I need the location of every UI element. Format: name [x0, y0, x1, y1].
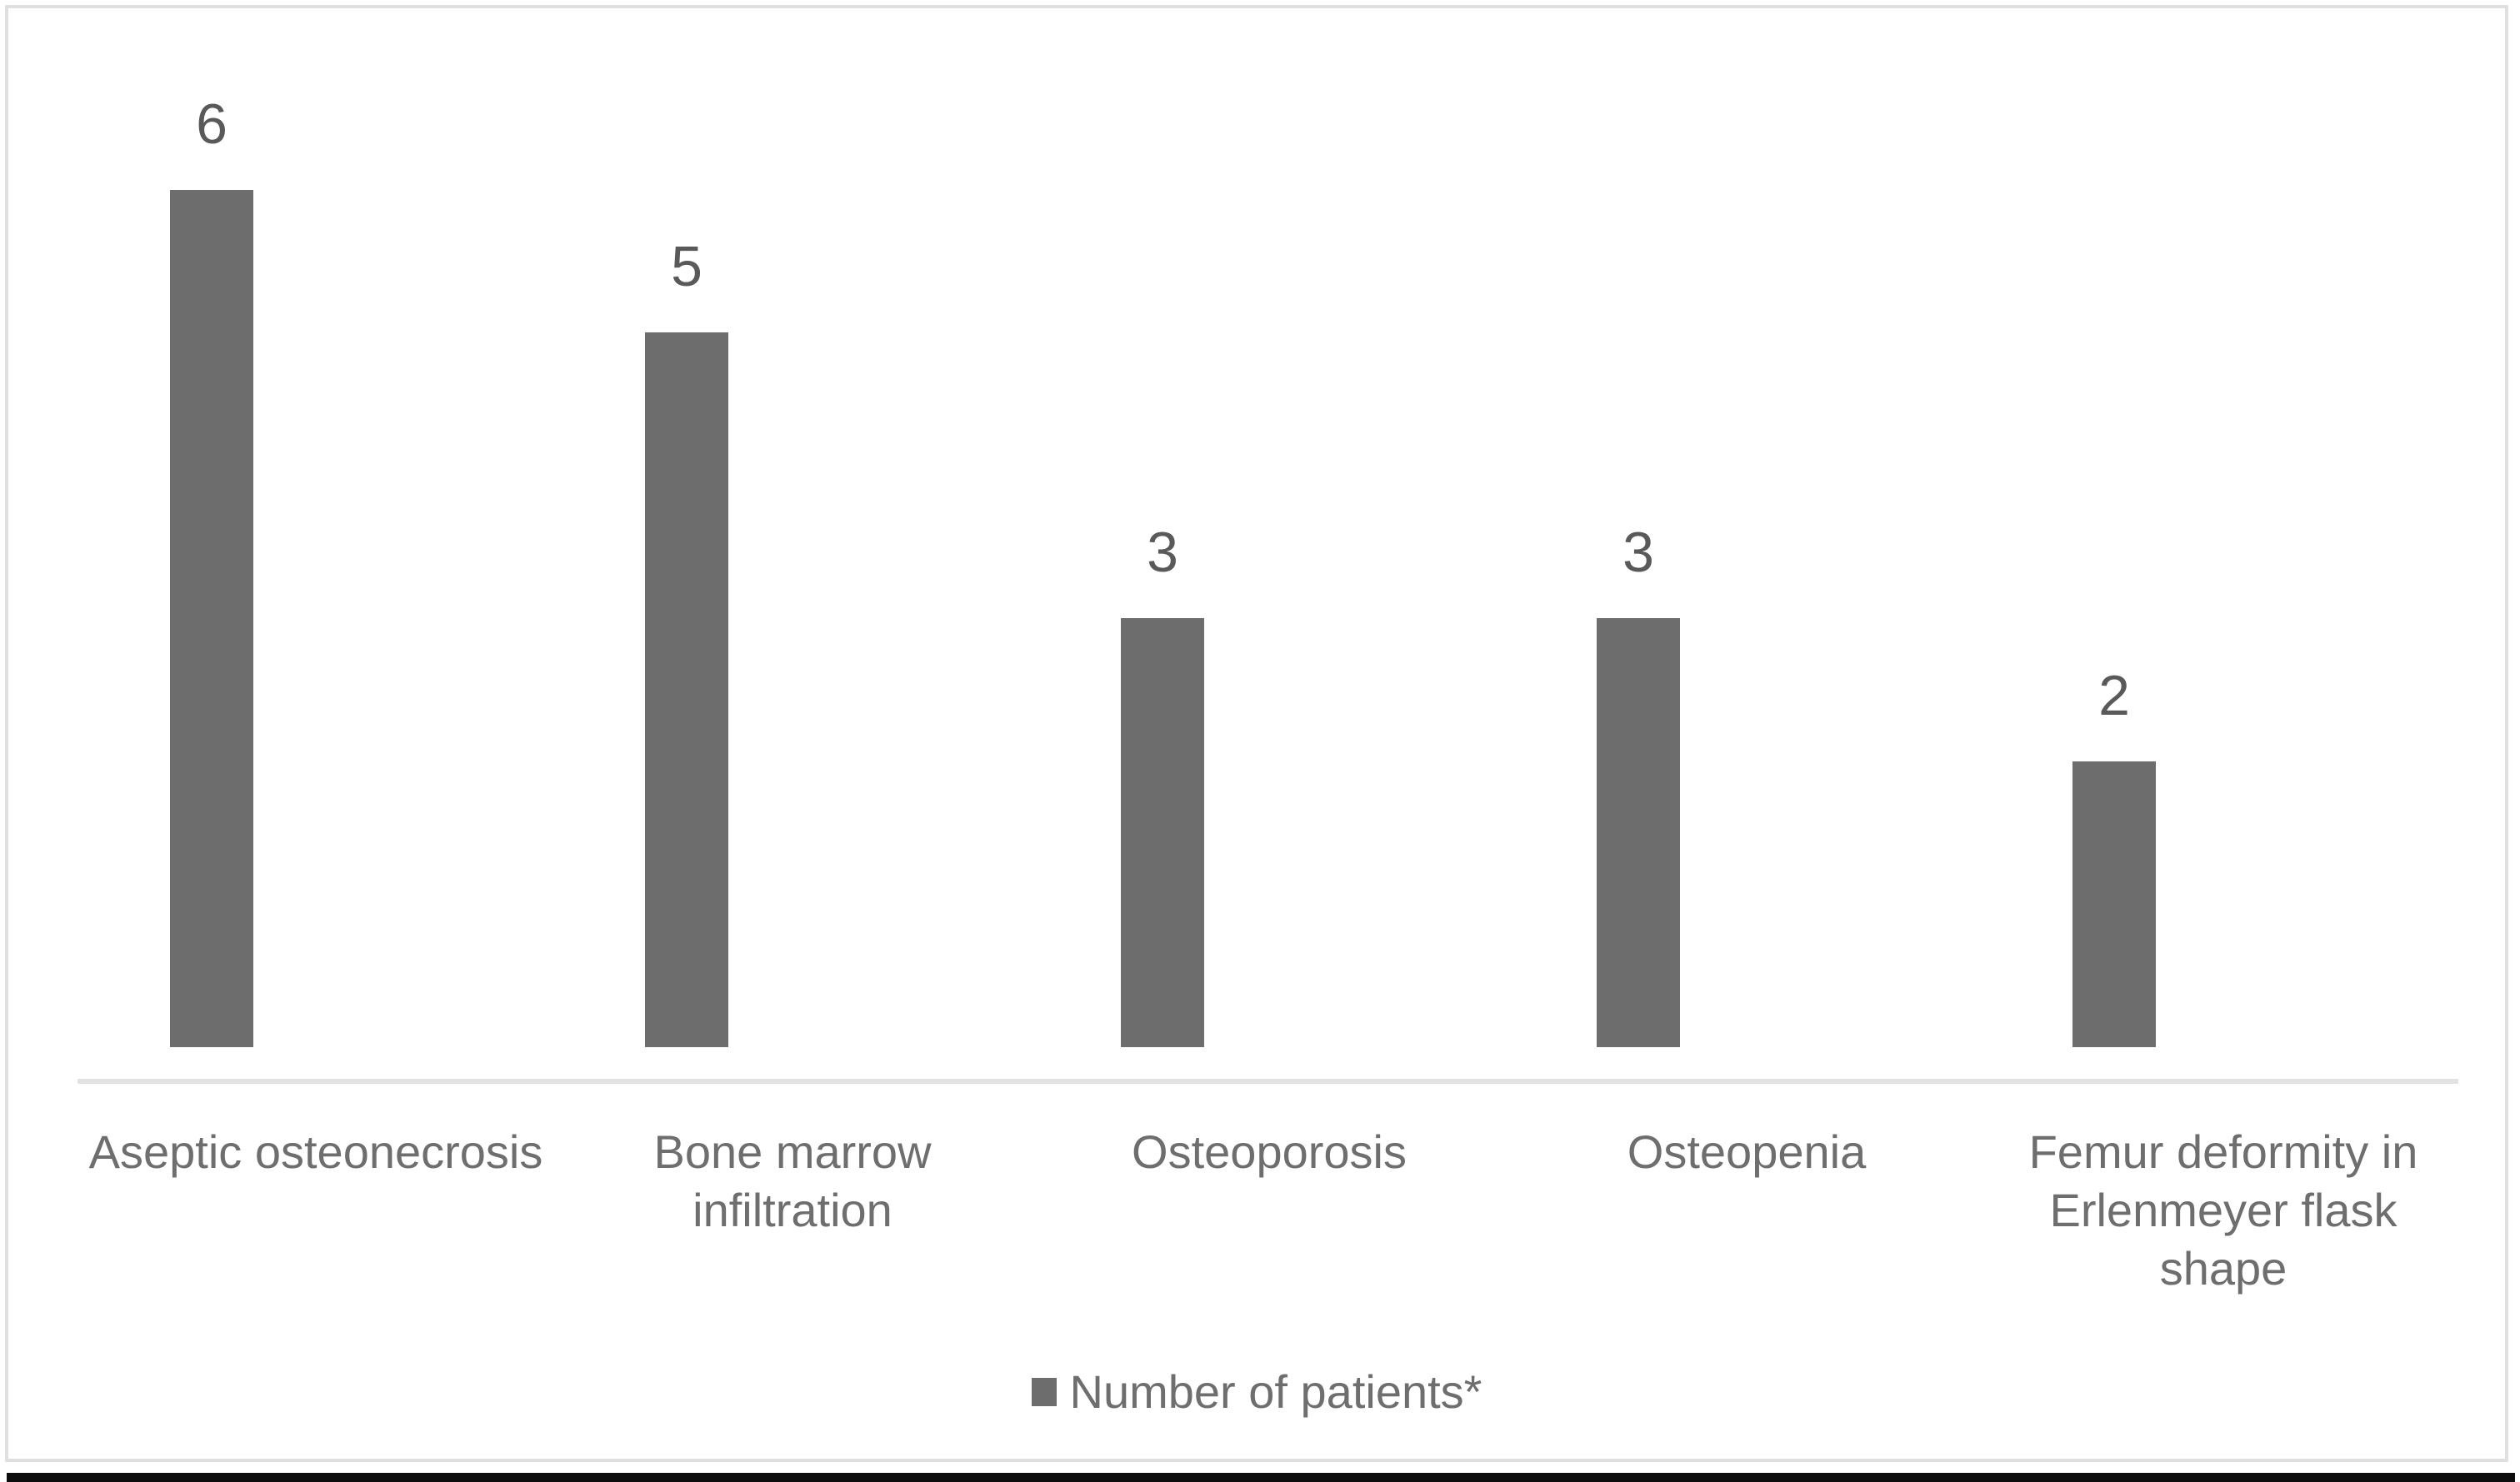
bar-1 [170, 190, 253, 1047]
category-label-3: Osteoporosis [1132, 1125, 1407, 1178]
value-label-4: 3 [1622, 520, 1654, 584]
category-label-4: Osteopenia [1627, 1125, 1867, 1178]
plot-area: 6 Aseptic osteonecrosis 5 Bone marrow infil… [8, 8, 2505, 1459]
legend-swatch-icon [1031, 1377, 1057, 1406]
legend: Number of patients* [8, 1366, 2505, 1418]
x-axis-line [78, 1079, 2458, 1084]
bar-2 [645, 332, 728, 1047]
legend-label: Number of patients* [1069, 1365, 1482, 1418]
bottom-border-line [7, 1473, 2515, 1482]
category-label-2: Bone marrow infiltration [653, 1125, 932, 1236]
value-label-3: 3 [1147, 520, 1178, 584]
category-label-5: Femur deformity in Erlenmeyer flask shap… [2028, 1125, 2418, 1295]
bar-3 [1121, 618, 1204, 1047]
value-label-1: 6 [196, 92, 228, 156]
bar-4 [1597, 618, 1680, 1047]
value-label-2: 5 [671, 234, 702, 298]
value-label-5: 2 [2098, 663, 2130, 727]
chart-frame: 6 Aseptic osteonecrosis 5 Bone marrow infil… [5, 5, 2508, 1462]
category-label-1: Aseptic osteonecrosis [88, 1125, 543, 1178]
bar-5 [2072, 761, 2156, 1047]
